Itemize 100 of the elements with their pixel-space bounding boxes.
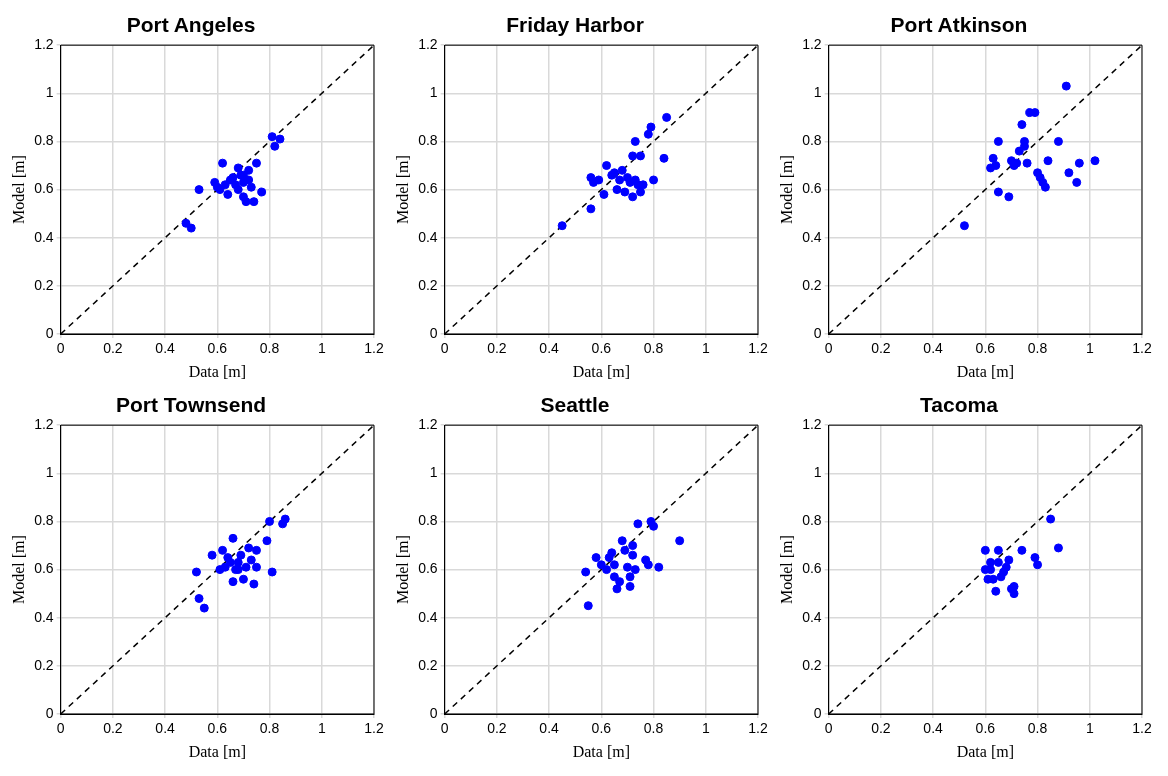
x-tick-label: 0.6 <box>591 340 612 357</box>
y-axis-title: Model [m] <box>9 155 27 225</box>
y-tick-label: 0.4 <box>418 608 438 625</box>
chart-title: Friday Harbor <box>506 13 644 37</box>
y-tick-label: 0.4 <box>34 228 54 245</box>
x-tick-label: 0 <box>824 340 833 357</box>
x-tick-label: 0 <box>440 720 449 737</box>
y-tick-label: 1 <box>813 464 822 481</box>
x-tick-label: 1 <box>1085 340 1094 357</box>
y-tick-label: 0.2 <box>418 656 438 673</box>
y-tick-label: 1.2 <box>34 416 54 433</box>
y-axis-title: Model [m] <box>393 155 411 225</box>
x-axis-title: Data [m] <box>572 742 630 760</box>
y-tick-label: 1 <box>429 84 438 101</box>
x-tick-label: 0.2 <box>871 720 891 737</box>
y-tick-label: 1.2 <box>802 416 822 433</box>
y-tick-label: 0.6 <box>418 560 438 577</box>
x-tick-label: 0.6 <box>975 720 996 737</box>
y-tick-label: 0 <box>813 324 822 341</box>
x-tick-label: 0.2 <box>487 720 507 737</box>
x-tick-label: 0.2 <box>103 720 123 737</box>
y-tick-label: 1 <box>813 84 822 101</box>
x-tick-label: 1.2 <box>364 720 384 737</box>
y-tick-label: 0.6 <box>34 560 54 577</box>
y-tick-label: 1.2 <box>34 36 54 53</box>
x-tick-label: 0.8 <box>1027 720 1048 737</box>
chart-title: Tacoma <box>920 393 999 417</box>
x-tick-label: 0.8 <box>1027 340 1048 357</box>
y-tick-label: 0 <box>813 704 822 721</box>
y-tick-label: 1 <box>45 464 54 481</box>
x-tick-label: 1.2 <box>748 340 768 357</box>
x-tick-label: 1 <box>701 720 710 737</box>
x-tick-label: 0 <box>56 720 65 737</box>
y-tick-label: 1 <box>429 464 438 481</box>
y-axis-title: Model [m] <box>393 535 411 605</box>
x-tick-label: 1.2 <box>748 720 768 737</box>
y-tick-label: 0 <box>45 324 54 341</box>
y-tick-label: 0 <box>429 704 438 721</box>
y-tick-label: 0.8 <box>802 512 822 529</box>
x-tick-label: 1 <box>317 340 326 357</box>
x-tick-label: 0 <box>440 340 449 357</box>
y-tick-label: 0.4 <box>418 228 438 245</box>
x-tick-label: 0.4 <box>155 720 176 737</box>
x-tick-label: 0.6 <box>975 340 996 357</box>
y-tick-label: 0.2 <box>802 276 822 293</box>
x-tick-label: 0.8 <box>643 340 664 357</box>
y-tick-label: 0.2 <box>802 656 822 673</box>
x-tick-label: 1.2 <box>364 340 384 357</box>
y-tick-label: 0.2 <box>34 276 54 293</box>
x-tick-label: 0 <box>56 340 65 357</box>
x-axis-title: Data [m] <box>188 362 246 380</box>
x-tick-label: 0.2 <box>487 340 507 357</box>
y-tick-label: 1.2 <box>418 416 438 433</box>
y-tick-label: 0.8 <box>802 132 822 149</box>
y-tick-label: 0.4 <box>802 608 822 625</box>
chart-title: Port Angeles <box>126 13 256 37</box>
x-axis-title: Data [m] <box>956 362 1014 380</box>
x-tick-label: 1 <box>317 720 326 737</box>
y-tick-label: 0.2 <box>418 276 438 293</box>
x-tick-label: 0.4 <box>539 340 560 357</box>
x-tick-label: 0.8 <box>259 720 280 737</box>
y-tick-label: 0 <box>429 324 438 341</box>
y-tick-label: 0.6 <box>34 180 54 197</box>
y-tick-label: 0.8 <box>34 512 54 529</box>
y-tick-label: 0.8 <box>418 512 438 529</box>
x-tick-label: 1 <box>701 340 710 357</box>
y-axis-title: Model [m] <box>777 155 795 225</box>
x-tick-label: 0.4 <box>539 720 560 737</box>
x-tick-label: 1.2 <box>1132 720 1152 737</box>
y-tick-label: 0.4 <box>34 608 54 625</box>
y-tick-label: 1.2 <box>802 36 822 53</box>
y-tick-label: 0.8 <box>418 132 438 149</box>
x-tick-label: 0.6 <box>207 340 228 357</box>
x-tick-label: 0 <box>824 720 833 737</box>
x-tick-label: 0.2 <box>871 340 891 357</box>
x-tick-label: 1 <box>1085 720 1094 737</box>
x-axis-title: Data [m] <box>188 742 246 760</box>
x-tick-label: 0.4 <box>923 720 944 737</box>
chart-title: Port Townsend <box>115 393 267 417</box>
y-tick-label: 0 <box>45 704 54 721</box>
y-tick-label: 0.6 <box>802 180 822 197</box>
chart-title: Seattle <box>540 393 610 417</box>
y-tick-label: 1 <box>45 84 54 101</box>
y-tick-label: 0.6 <box>418 180 438 197</box>
x-tick-label: 0.4 <box>155 340 176 357</box>
y-tick-label: 0.4 <box>802 228 822 245</box>
x-tick-label: 0.2 <box>103 340 123 357</box>
x-axis-title: Data [m] <box>956 742 1014 760</box>
x-tick-label: 1.2 <box>1132 340 1152 357</box>
y-tick-label: 0.2 <box>34 656 54 673</box>
x-tick-label: 0.6 <box>591 720 612 737</box>
y-axis-title: Model [m] <box>9 535 27 605</box>
y-tick-label: 1.2 <box>418 36 438 53</box>
x-axis-title: Data [m] <box>572 362 630 380</box>
x-tick-label: 0.8 <box>259 340 280 357</box>
chart-title: Port Atkinson <box>890 13 1028 37</box>
y-tick-label: 0.8 <box>34 132 54 149</box>
x-tick-label: 0.4 <box>923 340 944 357</box>
x-tick-label: 0.6 <box>207 720 228 737</box>
y-tick-label: 0.6 <box>802 560 822 577</box>
